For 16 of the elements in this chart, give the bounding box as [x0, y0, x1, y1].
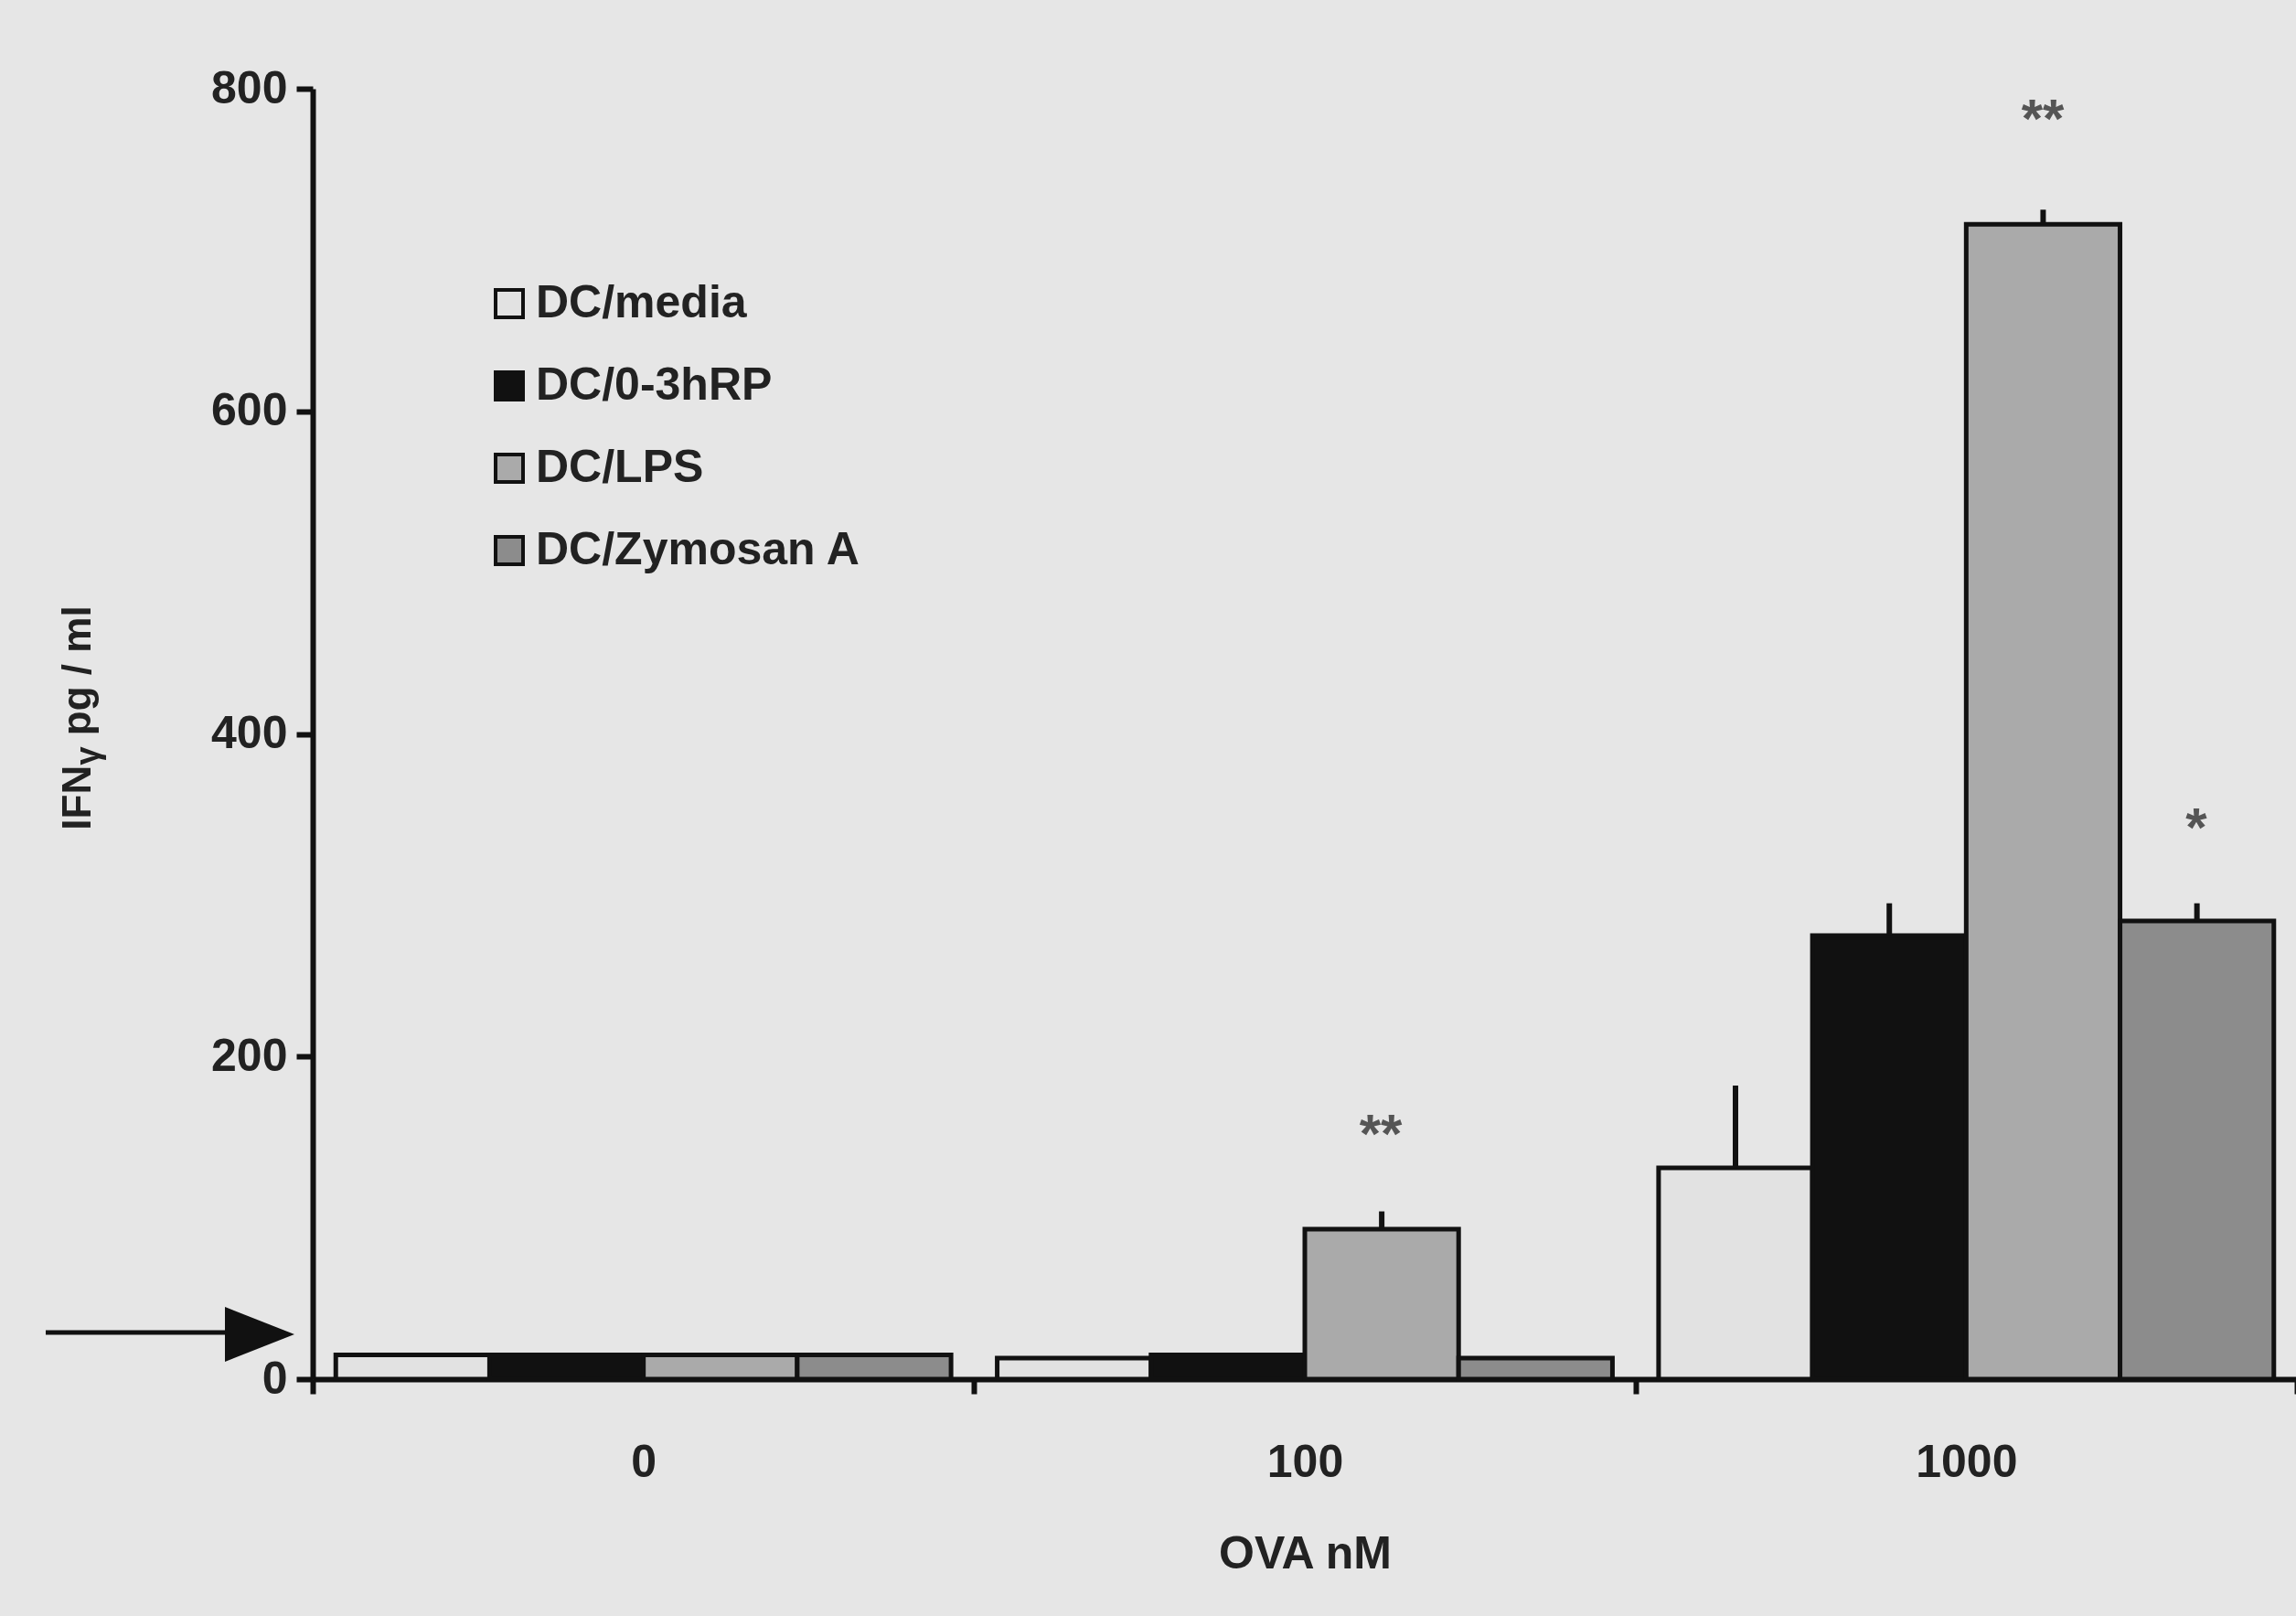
annotation: **	[1359, 1102, 1403, 1165]
x-tick-label: 100	[1266, 1435, 1344, 1487]
x-axis-title: OVA nM	[1219, 1526, 1392, 1579]
legend-label: DC/LPS	[536, 441, 704, 492]
y-tick-label: 800	[211, 61, 288, 113]
y-tick-label: 400	[211, 707, 288, 758]
annotation: *	[2185, 796, 2207, 859]
x-tick-label: 0	[631, 1435, 657, 1487]
annotation: **	[2021, 87, 2065, 150]
legend-label: DC/media	[536, 276, 748, 327]
y-tick-label: 600	[211, 384, 288, 436]
y-tick-label: 0	[262, 1352, 288, 1404]
legend-label: DC/Zymosan A	[536, 523, 860, 574]
x-tick-label: 1000	[1916, 1435, 2018, 1487]
legend-label: DC/0-3hRP	[536, 359, 773, 410]
y-tick-label: 200	[211, 1029, 288, 1081]
